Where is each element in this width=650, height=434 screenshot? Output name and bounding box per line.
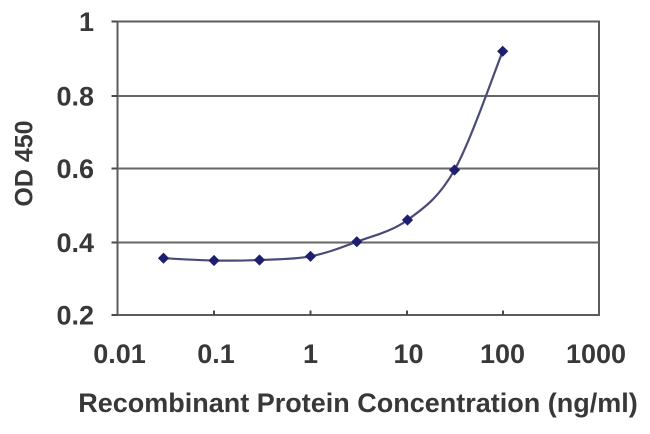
svg-text:0.6: 0.6 <box>56 154 94 184</box>
svg-text:1: 1 <box>79 7 94 37</box>
svg-text:Recombinant Protein Concentrat: Recombinant Protein Concentration (ng/ml… <box>78 388 638 418</box>
svg-text:1: 1 <box>303 339 318 369</box>
svg-text:0.2: 0.2 <box>56 301 94 331</box>
svg-text:100: 100 <box>480 339 525 369</box>
svg-text:0.4: 0.4 <box>56 228 94 258</box>
svg-text:OD 450: OD 450 <box>11 120 39 206</box>
svg-text:10: 10 <box>393 339 423 369</box>
svg-text:0.01: 0.01 <box>93 339 146 369</box>
svg-text:1000: 1000 <box>566 339 626 369</box>
svg-text:0.8: 0.8 <box>56 82 94 112</box>
svg-text:0.1: 0.1 <box>197 339 235 369</box>
